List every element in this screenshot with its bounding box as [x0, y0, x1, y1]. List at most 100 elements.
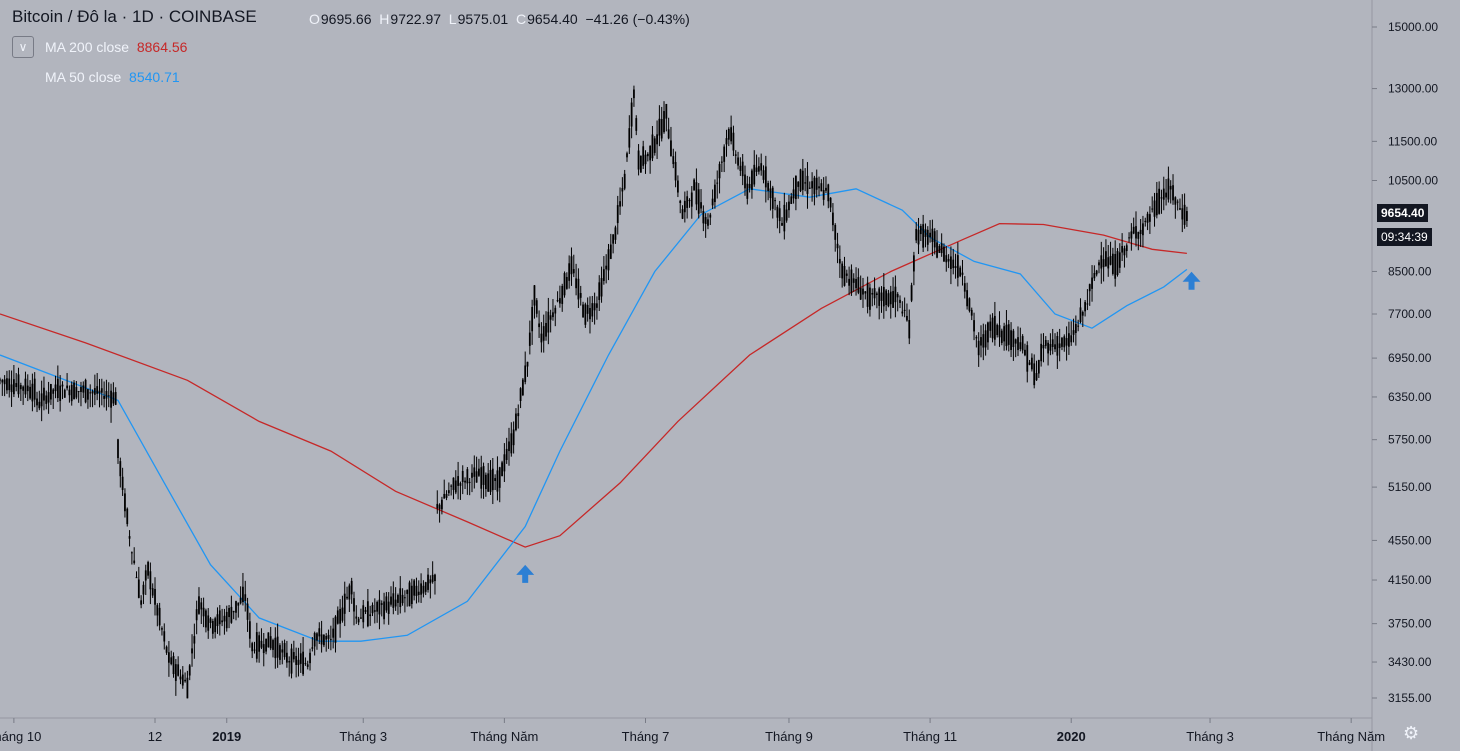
candle-body	[954, 266, 957, 269]
candle-body	[142, 584, 145, 595]
candle-body	[424, 582, 427, 592]
candle-body	[1079, 307, 1082, 323]
candle-body	[989, 321, 992, 331]
candle-body	[982, 334, 985, 348]
candle-body	[1074, 323, 1077, 333]
candle-body	[519, 388, 522, 401]
candle-body	[376, 601, 379, 612]
candle-body	[619, 201, 621, 207]
chevron-down-icon[interactable]: ∨	[12, 36, 34, 58]
candle-body	[582, 304, 584, 318]
candle-body	[707, 219, 709, 226]
candle-body	[616, 205, 619, 224]
candle-body	[410, 585, 413, 605]
candle-body	[649, 145, 652, 161]
candle-body	[626, 153, 628, 158]
candle-body	[348, 585, 351, 600]
candle-body	[808, 187, 811, 189]
candle-body	[290, 648, 293, 674]
candle-body	[1007, 324, 1010, 345]
candle-body	[38, 401, 41, 409]
candle-body	[350, 580, 353, 595]
y-tick-label: 8500.00	[1388, 264, 1432, 278]
candle-body	[84, 379, 87, 403]
indicator-ma50[interactable]: MA 50 close 8540.71	[45, 69, 180, 85]
candle-body	[121, 476, 124, 490]
symbol-title[interactable]: Bitcoin / Đô la · 1D · COINBASE	[12, 7, 257, 26]
candle-body	[764, 166, 767, 188]
candle-body	[1042, 345, 1045, 349]
candle-body	[427, 574, 429, 590]
candle-body	[1000, 330, 1003, 343]
indicator-ma200-value: 8864.56	[136, 39, 188, 55]
candle-body	[137, 579, 140, 598]
candle-body	[130, 552, 133, 554]
y-tick-label: 15000.00	[1388, 20, 1438, 34]
candle-body	[320, 634, 323, 645]
candle-body	[987, 322, 989, 343]
candle-body	[538, 323, 540, 328]
candle-body	[466, 469, 469, 484]
candle-body	[454, 480, 457, 493]
candle-body	[963, 283, 966, 292]
candle-body	[441, 499, 443, 510]
candle-body	[167, 652, 170, 663]
candle-body	[59, 385, 62, 401]
gear-icon[interactable]: ⚙	[1403, 723, 1420, 743]
candle-body	[457, 476, 460, 486]
candle-body	[302, 651, 304, 675]
candle-body	[950, 256, 952, 269]
candle-body	[593, 303, 596, 311]
candle-body	[827, 184, 830, 202]
indicator-ma200[interactable]: MA 200 close 8864.56	[45, 39, 187, 55]
candle-body	[975, 337, 978, 339]
candle-body	[306, 664, 309, 667]
candle-body	[341, 607, 344, 621]
candle-body	[207, 615, 210, 631]
candle-body	[931, 228, 934, 242]
candle-body	[89, 392, 92, 394]
candle-body	[198, 596, 200, 614]
candle-body	[1102, 259, 1105, 268]
candle-body	[22, 386, 25, 391]
candle-body	[1037, 360, 1040, 374]
candle-body	[746, 183, 749, 199]
candle-body	[855, 278, 857, 289]
y-tick-label: 5150.00	[1388, 480, 1432, 494]
candle-body	[922, 224, 925, 248]
last-price-tag: 9654.40	[1377, 204, 1429, 222]
candle-body	[788, 201, 790, 211]
candle-body	[1063, 336, 1066, 348]
candle-body	[667, 129, 670, 139]
candle-body	[1148, 214, 1151, 222]
candle-body	[353, 598, 355, 612]
candle-body	[1093, 273, 1096, 279]
candle-body	[184, 679, 186, 682]
candle-body	[1105, 251, 1107, 267]
candle-body	[87, 389, 89, 400]
candle-body	[794, 175, 797, 200]
candle-body	[165, 646, 168, 653]
candle-body	[390, 596, 392, 605]
candle-body	[561, 285, 564, 304]
candle-body	[693, 179, 695, 191]
candle-body	[1068, 333, 1070, 347]
candle-body	[378, 599, 381, 615]
candle-body	[12, 379, 15, 395]
candle-body	[850, 269, 853, 293]
candle-body	[503, 454, 506, 472]
candle-body	[498, 467, 501, 488]
candle-body	[269, 636, 272, 649]
candle-body	[991, 317, 994, 339]
candle-body	[866, 282, 869, 307]
candle-body	[33, 378, 36, 400]
candle-body	[859, 287, 862, 300]
candle-body	[545, 322, 547, 337]
candle-body	[443, 493, 446, 499]
candle-body	[235, 601, 237, 613]
candle-body	[792, 189, 795, 199]
candle-body	[408, 582, 411, 607]
candle-body	[1130, 231, 1133, 239]
candle-body	[980, 337, 982, 346]
